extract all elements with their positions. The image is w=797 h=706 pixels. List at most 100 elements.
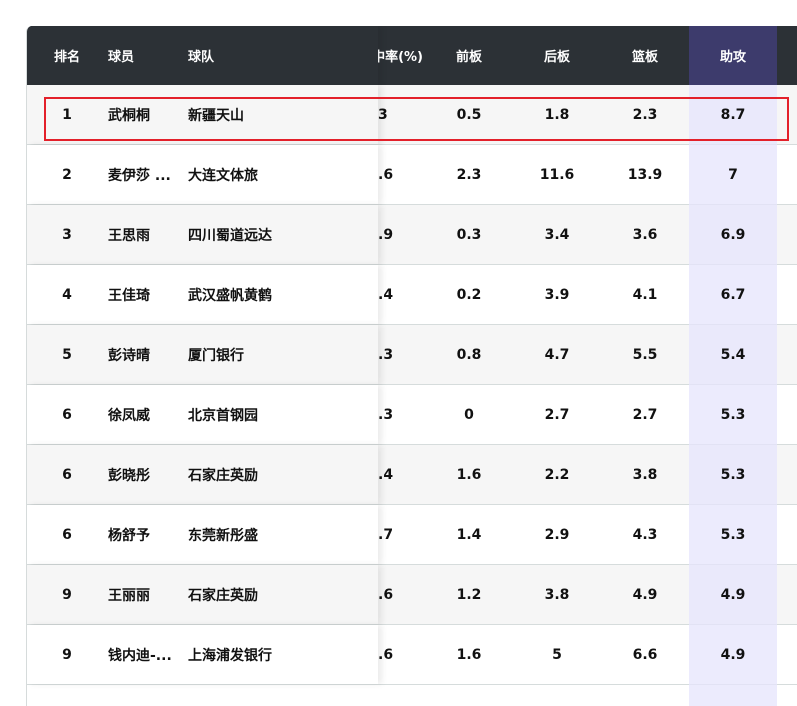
ast-cell: 4.9 [720, 586, 746, 603]
reb-cell: 4.1 [632, 286, 658, 303]
team-cell[interactable]: 东莞新彤盛 [188, 527, 258, 544]
oreb-cell: 0.5 [456, 106, 482, 123]
player-cell[interactable]: 徐凤威 [108, 407, 150, 424]
oreb-cell: 0.2 [456, 286, 482, 303]
dreb-cell: 3.8 [544, 586, 570, 603]
player-cell[interactable]: 王思雨 [108, 227, 150, 244]
team-cell[interactable]: 北京首钢园 [188, 407, 258, 424]
player-cell[interactable]: 彭晓彤 [108, 467, 150, 484]
reb-cell: 6.6 [632, 646, 658, 663]
player-cell[interactable]: 彭诗晴 [108, 347, 150, 364]
oreb-cell: 0 [464, 406, 474, 423]
reb-cell: 3.6 [632, 226, 658, 243]
dreb-cell: 2.9 [544, 526, 570, 543]
table-row[interactable]: .6 2.3 11.6 13.9 7 2 麦伊莎 ... 大连文体旅 [27, 145, 797, 205]
frozen-cells: 3 王思雨 四川蜀道远达 [27, 205, 378, 264]
header-rank[interactable]: 排名 [53, 50, 80, 65]
header-dreb[interactable]: 后板 [543, 50, 570, 65]
table-row[interactable]: .3 0.8 4.7 5.5 5.4 5 彭诗晴 厦门银行 [27, 325, 797, 385]
table-row[interactable]: .7 1.4 2.9 4.3 5.3 6 杨舒予 东莞新彤盛 [27, 505, 797, 565]
rank-cell: 9 [62, 646, 72, 663]
team-cell[interactable]: 武汉盛帆黄鹤 [188, 287, 272, 304]
oreb-cell: 1.4 [456, 526, 482, 543]
player-cell[interactable]: 杨舒予 [108, 527, 150, 544]
ast-cell: 7 [728, 166, 738, 183]
frozen-cells: 2 麦伊莎 ... 大连文体旅 [27, 145, 378, 204]
partial-cell: .6 [378, 646, 394, 663]
header-reb[interactable]: 篮板 [631, 50, 658, 65]
partial-cell: .6 [378, 166, 394, 183]
team-cell[interactable]: 石家庄英励 [188, 467, 258, 484]
team-cell[interactable]: 大连文体旅 [188, 167, 258, 184]
table-row[interactable]: .6 1.2 3.8 4.9 4.9 9 王丽丽 石家庄英励 [27, 565, 797, 625]
oreb-cell: 1.6 [456, 646, 482, 663]
frozen-cells: 4 王佳琦 武汉盛帆黄鹤 [27, 265, 378, 324]
rank-cell: 6 [62, 526, 72, 543]
next-column-header [777, 26, 797, 85]
ast-cell: 8.7 [720, 106, 746, 123]
dreb-cell: 4.7 [544, 346, 570, 363]
ast-cell: 5.3 [720, 406, 746, 423]
frozen-cells: 9 王丽丽 石家庄英励 [27, 565, 378, 624]
header-oreb[interactable]: 前板 [455, 50, 482, 65]
ast-cell: 5.4 [720, 346, 746, 363]
frozen-cells: 6 杨舒予 东莞新彤盛 [27, 505, 378, 564]
table-row[interactable]: .4 0.2 3.9 4.1 6.7 4 王佳琦 武汉盛帆黄鹤 [27, 265, 797, 325]
dreb-cell: 3.4 [544, 226, 570, 243]
team-cell[interactable]: 新疆天山 [188, 107, 244, 124]
rank-cell: 1 [62, 106, 72, 123]
frozen-cells: 1 武桐桐 新疆天山 [27, 85, 378, 144]
reb-cell: 2.7 [632, 406, 658, 423]
reb-cell: 13.9 [627, 166, 663, 183]
oreb-cell: 0.3 [456, 226, 482, 243]
team-cell[interactable]: 上海浦发银行 [188, 647, 272, 664]
reb-cell: 4.9 [632, 586, 658, 603]
dreb-cell: 11.6 [539, 166, 575, 183]
frozen-header: 排名 球员 球队 [27, 26, 378, 85]
player-cell[interactable]: 钱内迪-... [108, 647, 172, 664]
oreb-cell: 1.2 [456, 586, 482, 603]
table-row[interactable]: 3 0.5 1.8 2.3 8.7 1 武桐桐 新疆天山 [27, 85, 797, 145]
reb-cell: 3.8 [632, 466, 658, 483]
table-row[interactable]: .4 1.6 2.2 3.8 5.3 6 彭晓彤 石家庄英励 [27, 445, 797, 505]
ast-cell: 5.3 [720, 526, 746, 543]
player-cell[interactable]: 麦伊莎 ... [108, 167, 171, 184]
stats-table: 中率(%) 前板 后板 篮板 助攻 排名 球员 球队 3 0.5 1.8 2.3… [26, 26, 797, 706]
header-player[interactable]: 球员 [108, 50, 135, 65]
player-cell[interactable]: 王丽丽 [108, 587, 150, 604]
header-partial-column[interactable]: 中率(%) [372, 50, 423, 65]
rank-cell: 6 [62, 406, 72, 423]
rank-cell: 4 [62, 286, 72, 303]
reb-cell: 5.5 [632, 346, 658, 363]
oreb-cell: 0.8 [456, 346, 482, 363]
header-ast[interactable]: 助攻 [719, 50, 746, 65]
rank-cell: 9 [62, 586, 72, 603]
player-cell[interactable]: 武桐桐 [108, 107, 150, 124]
dreb-cell: 1.8 [544, 106, 570, 123]
team-cell[interactable]: 厦门银行 [188, 347, 244, 364]
header-team[interactable]: 球队 [188, 50, 215, 65]
reb-cell: 2.3 [632, 106, 658, 123]
table-row[interactable]: .6 1.6 5 6.6 4.9 9 钱内迪-... 上海浦发银行 [27, 625, 797, 685]
rank-cell: 6 [62, 466, 72, 483]
frozen-cells: 6 徐凤威 北京首钢园 [27, 385, 378, 444]
partial-cell: .9 [378, 226, 394, 243]
dreb-cell: 2.2 [544, 466, 570, 483]
partial-cell: .7 [378, 526, 394, 543]
table-row[interactable]: .9 0.3 3.4 3.6 6.9 3 王思雨 四川蜀道远达 [27, 205, 797, 265]
ast-cell: 6.7 [720, 286, 746, 303]
oreb-cell: 2.3 [456, 166, 482, 183]
table-row[interactable]: .3 0 2.7 2.7 5.3 6 徐凤威 北京首钢园 [27, 385, 797, 445]
partial-cell: .3 [378, 406, 394, 423]
assist-header-bg [689, 26, 777, 85]
frozen-cells: 5 彭诗晴 厦门银行 [27, 325, 378, 384]
team-cell[interactable]: 石家庄英励 [188, 587, 258, 604]
dreb-cell: 2.7 [544, 406, 570, 423]
oreb-cell: 1.6 [456, 466, 482, 483]
partial-cell: 3 [378, 106, 388, 123]
ast-cell: 6.9 [720, 226, 746, 243]
player-cell[interactable]: 王佳琦 [108, 287, 150, 304]
rank-cell: 5 [62, 346, 72, 363]
frozen-cells: 6 彭晓彤 石家庄英励 [27, 445, 378, 504]
team-cell[interactable]: 四川蜀道远达 [188, 227, 272, 244]
